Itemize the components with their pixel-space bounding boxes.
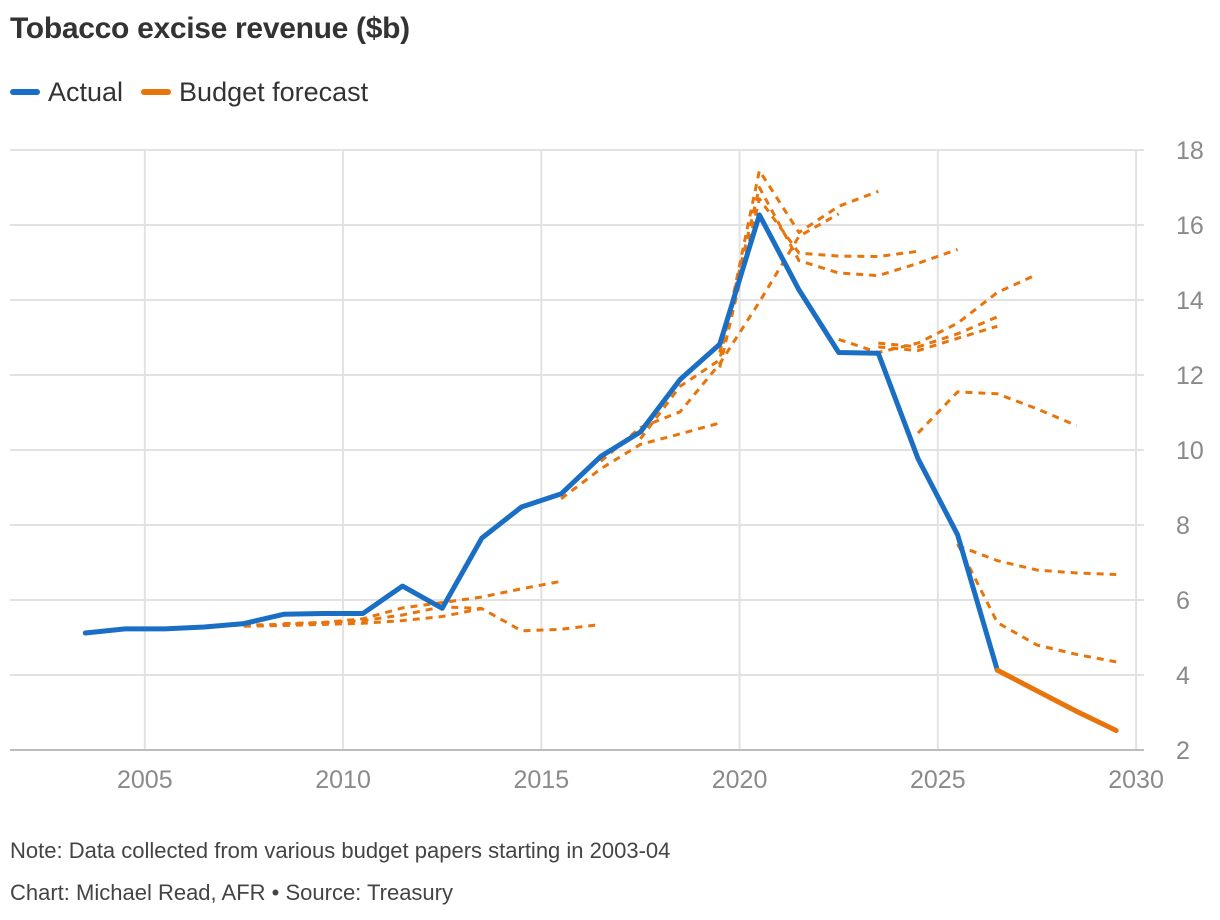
x-tick-label: 2030 bbox=[1108, 766, 1164, 794]
forecast-vintage-line bbox=[243, 607, 483, 628]
forecast-vintage-line bbox=[838, 273, 1038, 354]
y-tick-label: 12 bbox=[1176, 362, 1204, 390]
x-tick-label: 2020 bbox=[712, 766, 768, 794]
budget-forecast-line bbox=[994, 667, 1119, 733]
legend-swatch-actual bbox=[10, 89, 40, 95]
x-tick-label: 2015 bbox=[514, 766, 570, 794]
forecast-vintage-line bbox=[878, 315, 998, 349]
forecast-vintage-line bbox=[956, 543, 1117, 664]
gridlines bbox=[10, 149, 1144, 750]
series-lines bbox=[82, 212, 1119, 733]
chart-note: Note: Data collected from various budget… bbox=[10, 838, 671, 863]
forecast-lines bbox=[204, 169, 1117, 664]
tick-labels: 2 4 6 8 10 12 14 16 18 2005 2010 2015 2020 2025 2030 bbox=[117, 137, 1204, 794]
y-tick-label: 16 bbox=[1176, 212, 1204, 240]
y-tick-label: 8 bbox=[1176, 512, 1190, 540]
legend-label-budget-forecast: Budget forecast bbox=[179, 76, 369, 107]
legend-label-actual: Actual bbox=[48, 76, 124, 107]
y-tick-label: 2 bbox=[1176, 737, 1190, 765]
chart-title: Tobacco excise revenue ($b) bbox=[10, 12, 410, 45]
y-tick-label: 18 bbox=[1176, 137, 1204, 165]
forecast-vintage-line bbox=[204, 579, 562, 628]
legend-swatch-budget-forecast bbox=[141, 89, 172, 95]
chart-credit: Chart: Michael Read, AFR • Source: Treas… bbox=[10, 880, 453, 905]
forecast-vintage-line bbox=[639, 169, 879, 440]
legend-item-actual: Actual bbox=[10, 77, 123, 108]
y-tick-label: 6 bbox=[1176, 587, 1190, 615]
y-tick-label: 10 bbox=[1176, 437, 1204, 465]
forecast-vintage-line bbox=[878, 324, 998, 353]
forecast-vintage-line bbox=[916, 390, 1078, 435]
y-tick-label: 4 bbox=[1176, 662, 1190, 690]
legend-item-budget-forecast: Budget forecast bbox=[141, 77, 368, 108]
x-tick-label: 2025 bbox=[910, 766, 966, 794]
x-tick-label: 2010 bbox=[315, 766, 371, 794]
forecast-vintage-line bbox=[718, 186, 959, 353]
forecast-vintage-line bbox=[560, 421, 721, 500]
forecast-vintage-line bbox=[718, 197, 919, 368]
actual-line bbox=[82, 212, 1000, 673]
x-tick-label: 2005 bbox=[117, 766, 173, 794]
forecast-vintage-line bbox=[957, 544, 1117, 576]
legend: Actual Budget forecast bbox=[10, 76, 386, 108]
y-tick-label: 14 bbox=[1176, 287, 1204, 315]
